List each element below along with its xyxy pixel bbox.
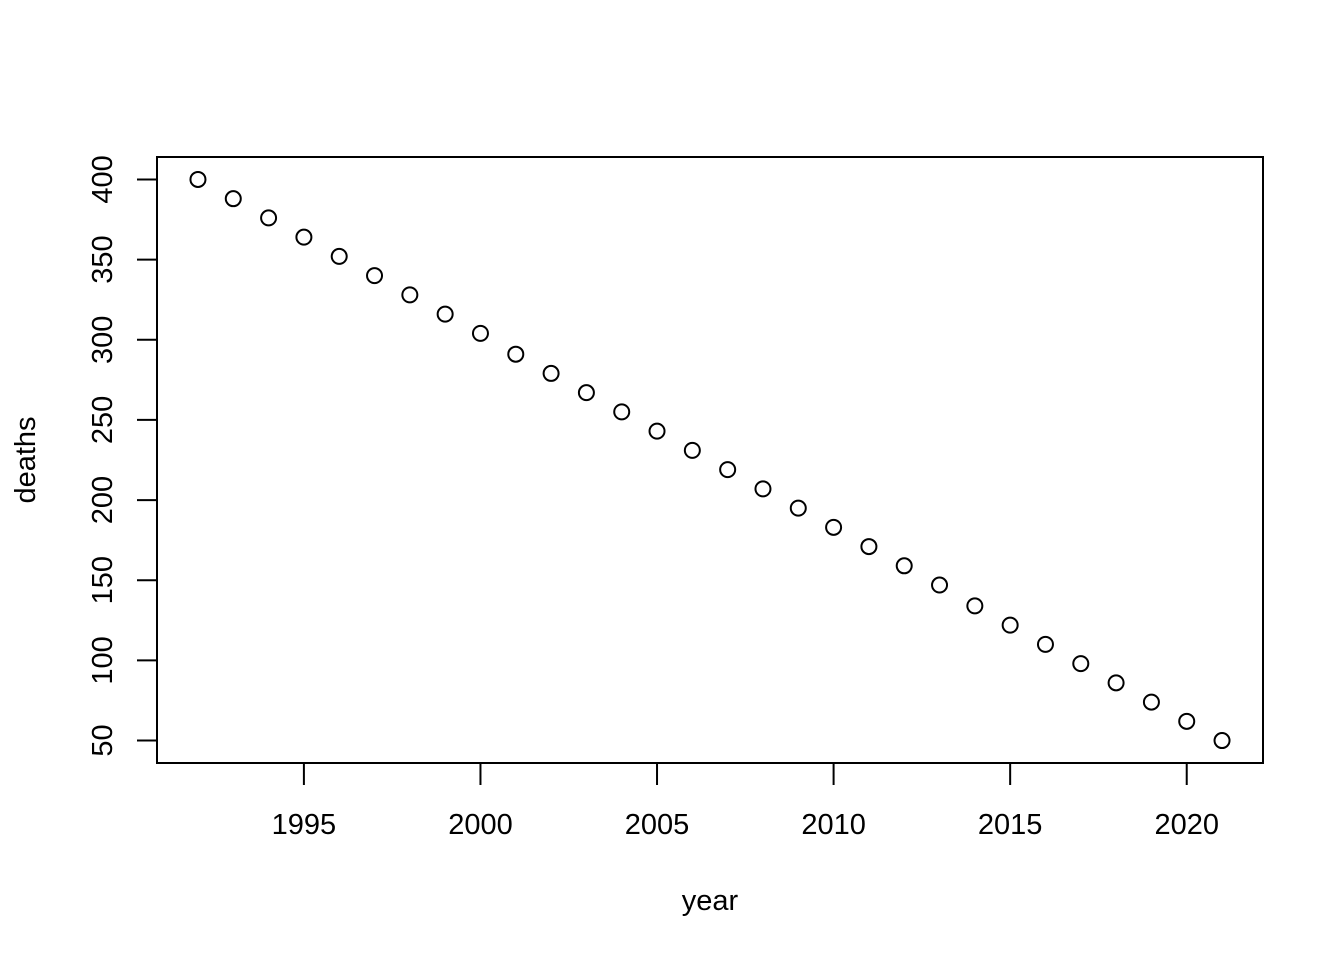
point bbox=[1213, 732, 1231, 750]
point bbox=[471, 324, 489, 342]
point bbox=[224, 190, 242, 208]
point bbox=[542, 364, 560, 382]
y-tick-label: 150 bbox=[87, 556, 119, 604]
y-axis-label: deaths bbox=[10, 416, 42, 503]
x-tick-label: 2015 bbox=[978, 809, 1043, 841]
point bbox=[754, 480, 772, 498]
point bbox=[1178, 712, 1196, 730]
point bbox=[648, 422, 666, 440]
plot-box bbox=[156, 156, 1264, 764]
point bbox=[507, 345, 525, 363]
point bbox=[613, 403, 631, 421]
point bbox=[260, 209, 278, 227]
y-tick-label: 250 bbox=[87, 396, 119, 444]
x-tick-label: 1995 bbox=[272, 809, 337, 841]
x-axis-label: year bbox=[682, 885, 739, 917]
y-tick-label: 50 bbox=[87, 724, 119, 756]
y-tick-label: 350 bbox=[87, 235, 119, 283]
x-tick-label: 2000 bbox=[448, 809, 513, 841]
x-tick-label: 2020 bbox=[1154, 809, 1219, 841]
point bbox=[1072, 655, 1090, 673]
point bbox=[295, 228, 313, 246]
point bbox=[1036, 635, 1054, 653]
x-tick-label: 2005 bbox=[625, 809, 690, 841]
point bbox=[577, 384, 595, 402]
point bbox=[1001, 616, 1019, 634]
point bbox=[931, 576, 949, 594]
point bbox=[895, 557, 913, 575]
point bbox=[825, 518, 843, 536]
point bbox=[1107, 674, 1125, 692]
point bbox=[401, 286, 419, 304]
y-tick-label: 400 bbox=[87, 155, 119, 203]
y-tick-label: 100 bbox=[87, 636, 119, 684]
point bbox=[719, 461, 737, 479]
point bbox=[330, 247, 348, 265]
x-tick-label: 2010 bbox=[801, 809, 866, 841]
point bbox=[436, 305, 454, 323]
y-tick-label: 300 bbox=[87, 316, 119, 364]
point bbox=[860, 538, 878, 556]
point bbox=[789, 499, 807, 517]
point bbox=[1142, 693, 1160, 711]
point bbox=[966, 597, 984, 615]
point bbox=[366, 267, 384, 285]
y-tick-label: 200 bbox=[87, 476, 119, 524]
point bbox=[683, 441, 701, 459]
point bbox=[189, 170, 207, 188]
